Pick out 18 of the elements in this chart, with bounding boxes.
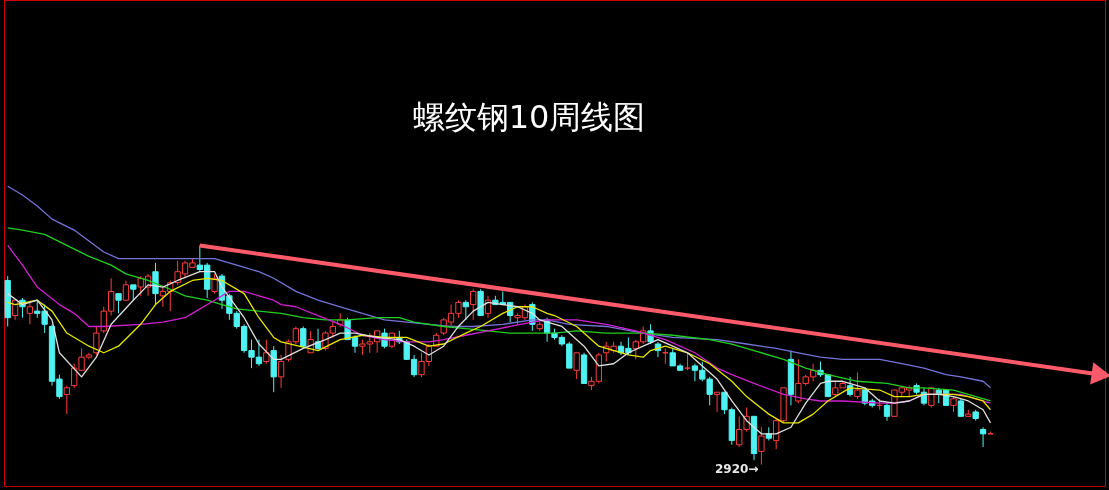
candlestick	[979, 426, 987, 448]
candlestick	[713, 391, 721, 413]
candlestick	[122, 279, 130, 301]
candlestick	[93, 325, 100, 356]
candlestick	[854, 372, 861, 400]
candlestick	[211, 273, 218, 295]
candlestick	[573, 352, 580, 380]
annotation: 2920→	[714, 461, 759, 476]
candlestick	[115, 293, 122, 314]
candlestick	[462, 299, 469, 321]
candlestick	[63, 385, 70, 415]
candlestick	[758, 426, 765, 466]
candlestick	[470, 288, 477, 321]
candlestick	[928, 387, 935, 409]
chart-title: 螺纹钢10周线图	[412, 98, 646, 136]
candlestick	[26, 301, 34, 325]
candlestick	[263, 339, 270, 365]
candlestick	[277, 354, 285, 389]
